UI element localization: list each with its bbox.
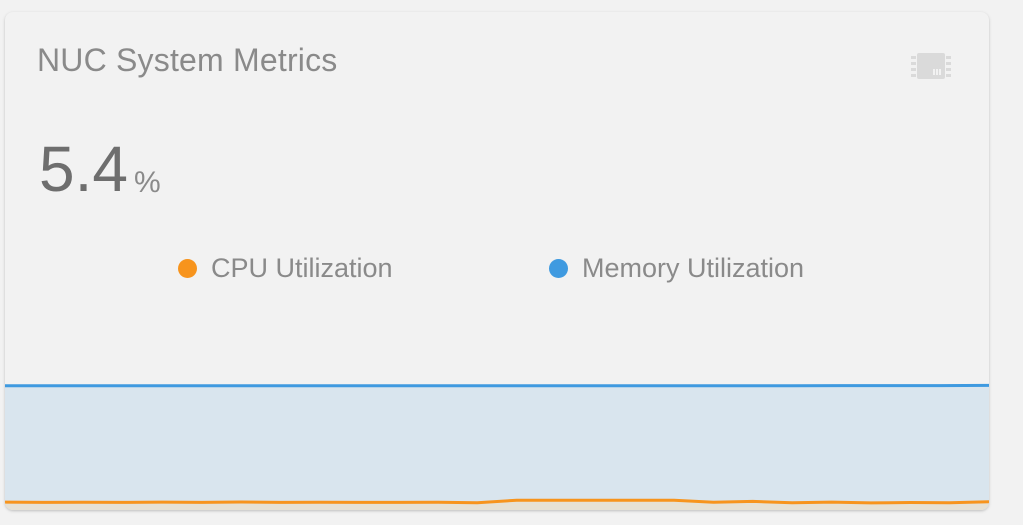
metric-unit: % bbox=[133, 166, 161, 199]
cpu-series-line bbox=[5, 498, 989, 505]
memory-area-fill bbox=[5, 385, 989, 510]
legend-label-cpu: CPU Utilization bbox=[211, 252, 393, 283]
card-title: NUC System Metrics bbox=[37, 42, 338, 78]
chart-legend: CPU Utilization Memory Utilization bbox=[5, 248, 989, 288]
utilization-chart-svg bbox=[5, 383, 989, 510]
legend-item-memory[interactable]: Memory Utilization bbox=[549, 248, 804, 288]
utilization-chart[interactable] bbox=[5, 374, 989, 510]
system-metrics-card[interactable]: NUC System Metrics bbox=[5, 12, 989, 510]
legend-label-memory: Memory Utilization bbox=[582, 252, 805, 283]
legend-dot-memory bbox=[549, 258, 568, 278]
chip-icon bbox=[911, 48, 951, 84]
legend-item-cpu[interactable]: CPU Utilization bbox=[178, 248, 393, 288]
chip-icon-svg bbox=[911, 53, 951, 79]
metric-value: 5.4 bbox=[39, 133, 128, 205]
legend-dot-cpu bbox=[178, 258, 197, 278]
metric-value-row: 5.4% bbox=[39, 124, 161, 214]
